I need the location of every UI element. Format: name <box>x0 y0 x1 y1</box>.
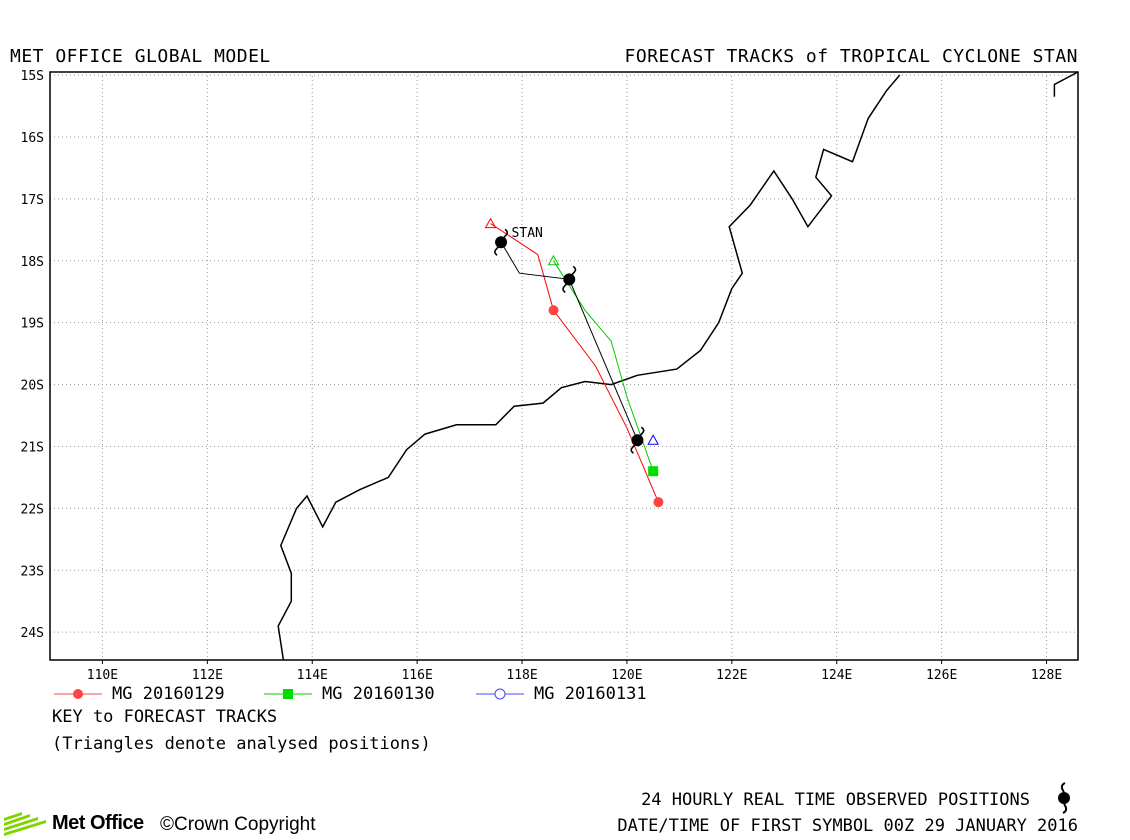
lon-tick-label: 128E <box>1031 668 1062 683</box>
cyclone-arm <box>639 426 645 436</box>
legend-item-1: MG 20160130 <box>262 684 435 704</box>
lon-tick-label: 126E <box>926 668 957 683</box>
lon-tick-label: 120E <box>611 668 642 683</box>
key-note: (Triangles denote analysed positions) <box>52 734 431 754</box>
cyclone-arm <box>562 283 567 293</box>
forecast-tracks: STAN <box>484 217 664 508</box>
crown-copyright: ©Crown Copyright <box>160 814 316 835</box>
lat-tick-label: 21S <box>21 440 44 455</box>
lat-tick-label: 20S <box>21 379 44 394</box>
legend-marker-blue <box>476 688 524 700</box>
lon-tick-label: 116E <box>401 668 432 683</box>
lat-tick-label: 18S <box>21 255 44 270</box>
observed-cyclone-symbol <box>494 228 509 256</box>
cyclone-core <box>495 236 508 249</box>
observed-cyclone-symbol <box>562 265 577 293</box>
met-office-wordmark: Met Office <box>52 811 144 834</box>
header-forecast-title: FORECAST TRACKS of TROPICAL CYCLONE STAN <box>624 46 1078 67</box>
met-office-logo-icon <box>4 812 46 836</box>
key-title: KEY to FORECAST TRACKS <box>52 707 278 727</box>
map-axes: 110E 112E 114E 116E 118E 120E 122E 124E 126E 128E… <box>21 69 1079 683</box>
lat-tick-label: 22S <box>21 502 44 517</box>
lat-tick-label: 16S <box>21 131 44 146</box>
legend-label: MG 20160130 <box>322 684 435 704</box>
lat-tick-label: 24S <box>21 626 44 641</box>
header-model-title: MET OFFICE GLOBAL MODEL <box>10 46 271 67</box>
lon-tick-label: 110E <box>87 668 118 683</box>
cyclone-arm <box>571 265 577 275</box>
legend-marker-red <box>54 689 102 699</box>
map-frame <box>49 71 1079 661</box>
first-symbol-datetime: DATE/TIME OF FIRST SYMBOL 00Z 29 JANUARY… <box>617 816 1078 836</box>
map-grid <box>50 72 1078 660</box>
lon-tick-label: 112E <box>192 668 223 683</box>
coastline-main <box>277 74 901 661</box>
lat-tick-label: 15S <box>21 69 44 84</box>
lat-tick-label: 19S <box>21 317 44 332</box>
lon-tick-label: 124E <box>821 668 852 683</box>
forecast-track-line <box>490 223 659 503</box>
forecast-marker <box>648 466 659 477</box>
cyclone-arm <box>630 444 635 454</box>
legend-item-2: MG 20160131 <box>474 684 647 704</box>
legend-label: MG 20160131 <box>534 684 647 704</box>
coastline <box>277 71 1079 661</box>
cyclone-arm <box>494 246 499 256</box>
lon-tick-label: 118E <box>506 668 537 683</box>
analysed-position-triangle <box>484 217 497 229</box>
lon-tick-label: 122E <box>716 668 747 683</box>
forecast-track-line <box>553 260 654 472</box>
legend-item-0: MG 20160129 <box>52 684 225 704</box>
legend-marker-green <box>264 689 312 699</box>
lat-tick-label: 17S <box>21 193 44 208</box>
observed-track-line <box>500 241 638 441</box>
storm-name-label: STAN <box>512 226 543 241</box>
cyclone-core <box>631 434 644 447</box>
cyclone-arm <box>503 228 509 238</box>
observed-cyclone-symbol <box>630 426 645 454</box>
cyclone-core <box>563 273 576 286</box>
lon-tick-label: 114E <box>297 668 328 683</box>
legend-label: MG 20160129 <box>112 684 225 704</box>
coastline-northeast <box>1053 71 1079 97</box>
analysed-position-triangle <box>647 434 660 445</box>
cyclone-symbol-icon <box>1058 782 1070 814</box>
met-office-logo: Met Office <box>4 810 144 836</box>
analysed-position-triangle <box>547 254 560 266</box>
observed-positions-note: 24 HOURLY REAL TIME OBSERVED POSITIONS <box>641 790 1030 810</box>
forecast-marker <box>653 497 664 508</box>
lat-tick-label: 23S <box>21 564 44 579</box>
forecast-marker <box>548 305 559 316</box>
